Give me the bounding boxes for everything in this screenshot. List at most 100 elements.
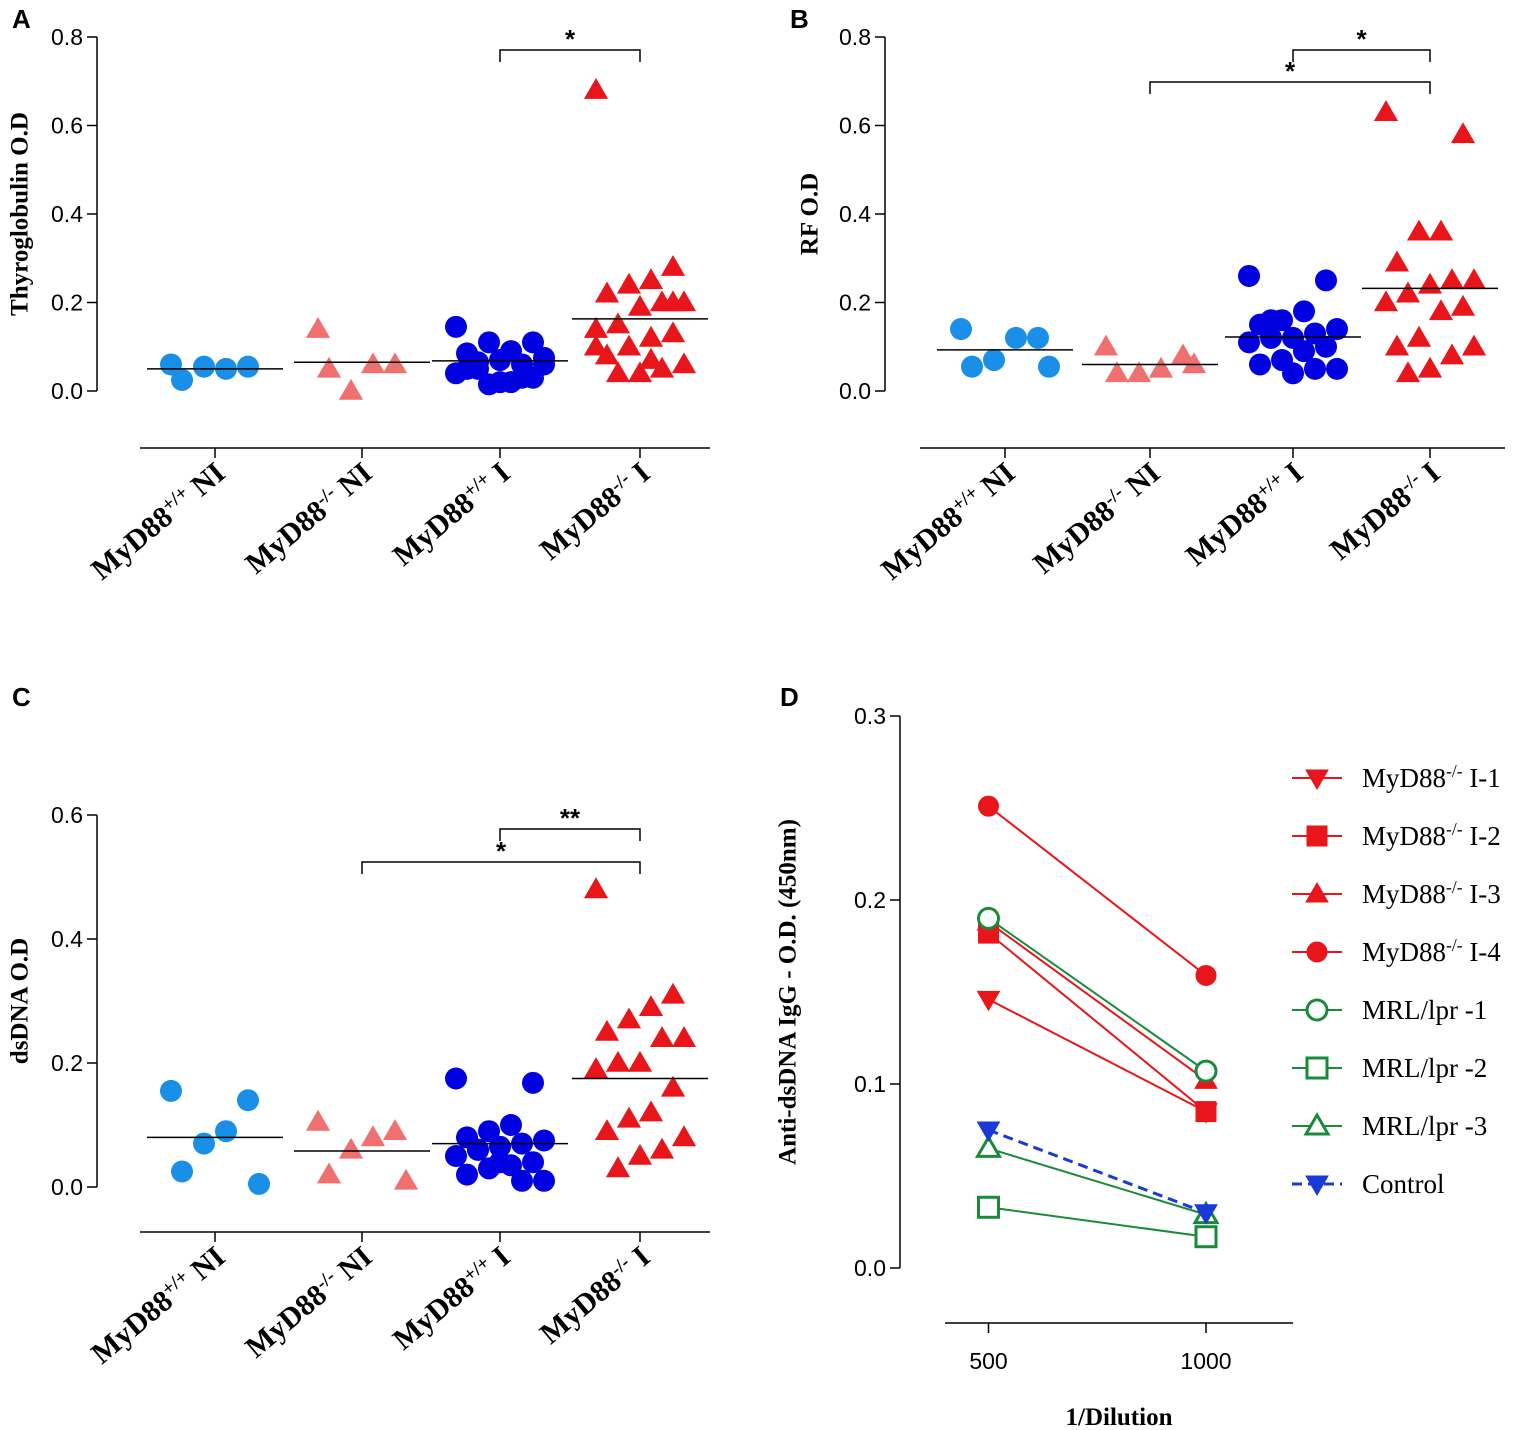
data-point	[1395, 361, 1421, 383]
data-point	[638, 325, 664, 347]
data-point	[522, 1151, 544, 1174]
data-point	[1293, 300, 1315, 323]
y-tick-label: 0.4	[51, 926, 83, 952]
data-point	[316, 1162, 342, 1184]
data-point	[671, 1125, 697, 1147]
data-point	[1384, 334, 1410, 356]
data-point	[1238, 264, 1260, 287]
data-point	[1326, 357, 1348, 380]
data-point	[489, 1135, 511, 1158]
series-line	[987, 932, 1207, 1113]
data-point	[1194, 1204, 1218, 1225]
data-point	[248, 1172, 270, 1195]
x-tick-label: MyD88+/+ I	[386, 456, 516, 573]
data-point	[456, 1163, 478, 1186]
legend-label: MyD88-/- I-1	[1362, 761, 1501, 793]
data-point	[1384, 250, 1410, 272]
y-tick-label: 0.4	[51, 201, 83, 227]
data-point	[660, 255, 686, 276]
y-tick-label: 0.0	[51, 1174, 83, 1200]
data-point	[1249, 353, 1271, 376]
data-point	[1093, 334, 1119, 356]
data-point	[627, 361, 653, 383]
data-point	[1417, 272, 1443, 294]
data-point	[360, 1125, 386, 1147]
data-point	[977, 906, 1000, 930]
y-tick-label: 0.0	[839, 378, 871, 404]
data-point	[215, 1120, 237, 1143]
data-point	[660, 321, 686, 343]
data-point	[445, 315, 467, 338]
data-point	[583, 78, 609, 99]
data-point	[1238, 331, 1260, 354]
data-point	[583, 877, 609, 899]
data-point	[983, 349, 1005, 372]
data-point	[605, 312, 631, 334]
data-point	[1195, 964, 1217, 986]
data-point	[522, 331, 544, 354]
data-point	[976, 1121, 1001, 1142]
data-point	[237, 355, 259, 378]
x-tick-label: MyD88-/- NI	[239, 456, 379, 581]
legend-label: MRL/lpr -3	[1362, 1111, 1487, 1141]
data-point	[1027, 326, 1049, 349]
series-line	[987, 805, 1207, 977]
data-point	[489, 349, 511, 372]
y-tick-label: 0.6	[839, 113, 871, 139]
significance-label: *	[565, 24, 576, 54]
data-point	[616, 272, 642, 294]
series-line	[987, 921, 1207, 1082]
panel-letter: D	[780, 682, 799, 712]
x-tick-label: MyD88+/+ I	[386, 1240, 516, 1357]
data-point	[1461, 268, 1487, 290]
data-point	[522, 1071, 544, 1094]
data-point	[1326, 318, 1348, 341]
data-point	[616, 1007, 642, 1029]
legend-marker	[1306, 825, 1328, 847]
data-point	[1439, 343, 1465, 365]
x-tick-label: 500	[969, 1348, 1007, 1374]
significance-label: *	[1285, 56, 1296, 86]
data-point	[583, 316, 609, 338]
data-point	[605, 1156, 631, 1178]
data-point	[978, 795, 999, 817]
legend-marker	[1305, 998, 1329, 1022]
x-tick-label: MyD88-/- NI	[239, 1240, 379, 1365]
panel-letter: C	[12, 682, 31, 712]
significance-label: **	[560, 803, 581, 833]
y-tick-label: 0.2	[51, 290, 83, 316]
data-point	[594, 1019, 620, 1041]
x-tick-label: MyD88-/- I	[1323, 456, 1446, 567]
data-point	[316, 356, 342, 378]
data-point	[1450, 294, 1476, 316]
x-tick-label: MyD88-/- NI	[1027, 456, 1167, 581]
data-point	[638, 1100, 664, 1122]
data-point	[583, 334, 609, 356]
data-point	[671, 352, 697, 374]
data-point	[171, 1160, 193, 1183]
series-line	[988, 1147, 1207, 1216]
data-point	[533, 1129, 555, 1152]
data-point	[489, 1151, 511, 1174]
y-tick-label: 0.6	[51, 802, 83, 828]
x-tick-label: MyD88+/+ I	[1179, 456, 1309, 573]
legend-marker	[1303, 1112, 1331, 1136]
data-point	[976, 990, 1001, 1012]
data-point	[338, 378, 364, 400]
y-tick-label: 0.8	[51, 24, 83, 50]
data-point	[1181, 352, 1207, 374]
data-point	[1461, 334, 1487, 356]
data-point	[1260, 326, 1282, 349]
data-point	[1315, 335, 1337, 358]
data-point	[950, 318, 972, 341]
legend-label: MRL/lpr -2	[1362, 1053, 1487, 1083]
data-point	[1417, 356, 1443, 378]
data-point	[511, 366, 533, 389]
data-point	[533, 353, 555, 376]
data-point	[1373, 290, 1399, 312]
significance-label: *	[1356, 24, 1367, 54]
data-point	[511, 1169, 533, 1192]
panel-letter: B	[790, 4, 809, 34]
data-point	[1395, 281, 1421, 303]
x-tick-label: MyD88+/+ NI	[85, 1240, 232, 1371]
